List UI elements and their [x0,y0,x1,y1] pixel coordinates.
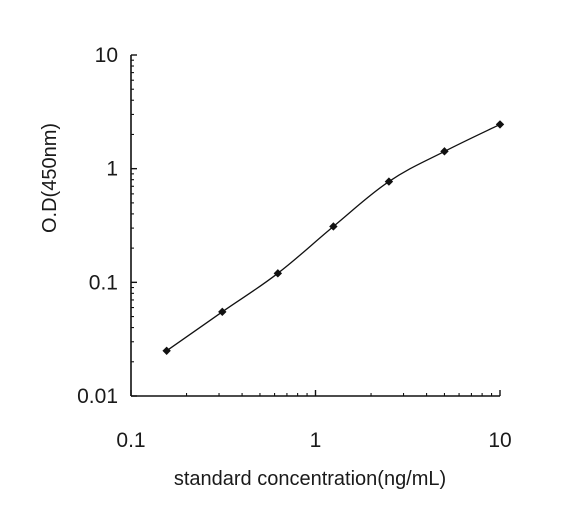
y-axis-title: O.D(450nm) [39,123,61,233]
series [162,120,505,355]
data-point [329,222,338,231]
y-tick-label: 0.1 [89,271,118,294]
x-tick-label: 1 [310,429,322,452]
tick-marks [130,54,501,397]
x-tick-label: 10 [488,429,511,452]
tick-labels: 0.01 0.1 1 10 0.1 1 10 [77,44,512,452]
axes [130,55,500,397]
y-tick-label: 1 [106,158,118,181]
data-point [218,307,227,317]
data-point [384,177,394,186]
data-point [273,269,283,278]
y-tick-label: 10 [95,44,118,67]
x-axis-title: standard concentration(ng/mL) [174,468,446,490]
data-point [495,120,505,129]
data-point [440,147,449,156]
x-tick-label: 0.1 [116,429,145,452]
series-line [166,123,501,352]
y-tick-label: 0.01 [77,385,118,408]
data-point [162,346,171,355]
